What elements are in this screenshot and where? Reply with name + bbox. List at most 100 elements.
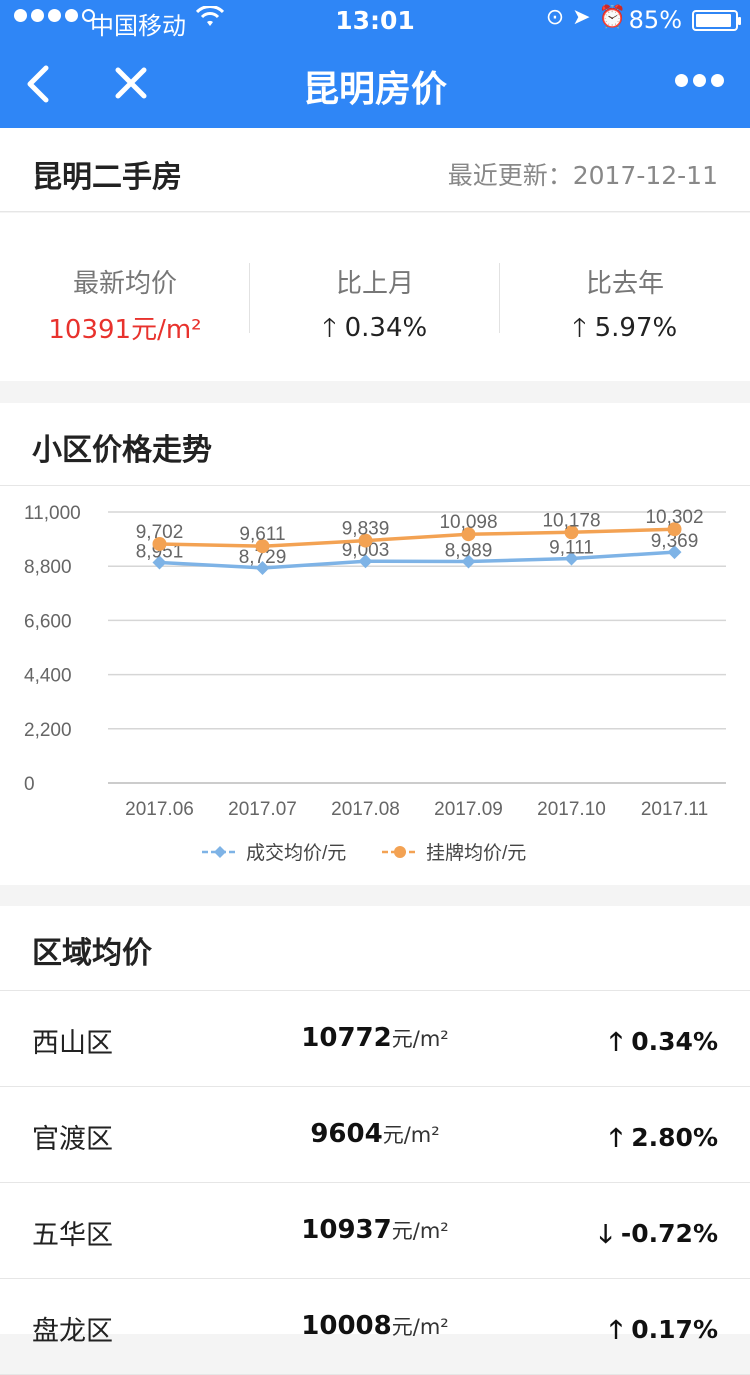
stat-label: 比上月 — [335, 269, 414, 299]
region-change: 🡑 0.34% — [609, 1027, 718, 1056]
stat-value: 🡑 0.34% — [322, 313, 428, 343]
nav-bar: 昆明房价 — [0, 40, 750, 128]
region-price: 10772元/m² — [301, 1023, 449, 1053]
section-title: 区域均价 — [32, 936, 152, 971]
data-point — [255, 560, 270, 575]
top-bar: 中国移动 13:01 ⊙➤⏰ 85% 昆明房价 — [0, 0, 750, 128]
data-point — [564, 525, 579, 540]
data-point — [152, 555, 167, 570]
data-point — [667, 545, 682, 560]
legend-label: 成交均价/元 — [246, 842, 346, 864]
arrow-down-icon: 🡓 — [599, 1219, 613, 1248]
x-tick-label: 2017.10 — [537, 799, 606, 820]
data-label: 9,111 — [549, 538, 594, 559]
region-price: 10937元/m² — [301, 1215, 449, 1245]
stat-value: 🡑 5.97% — [572, 313, 678, 343]
stat-value: 10391元/m² — [48, 315, 202, 345]
y-tick-label: 4,400 — [24, 666, 72, 687]
data-label: 9,702 — [136, 522, 184, 543]
price-trend-card: 小区价格走势 11,000 8,800 6,600 4,400 2,200 0 2017.0… — [0, 403, 750, 885]
location-icon: ➤ — [572, 5, 599, 30]
data-label: 9,369 — [651, 531, 699, 552]
region-prices-card: 区域均价 西山区 10772元/m² 🡑 0.34% 官渡区 9604元/m² 🡑 2.8… — [0, 906, 750, 1375]
x-tick-label: 2017.11 — [641, 799, 708, 820]
wifi-icon — [195, 5, 225, 34]
carrier-label: 中国移动 — [90, 12, 186, 40]
arrow-up-icon: 🡑 — [609, 1027, 623, 1056]
data-point — [358, 533, 373, 548]
legend-marker — [394, 846, 406, 858]
chevron-left-icon — [27, 65, 49, 103]
data-label: 9,003 — [342, 540, 390, 561]
close-icon — [115, 67, 147, 99]
x-tick-label: 2017.06 — [125, 799, 194, 820]
region-name: 官渡区 — [32, 1124, 113, 1155]
data-point — [152, 536, 167, 551]
battery-icon — [692, 10, 741, 31]
overview-header: 昆明二手房 最近更新：2017-12-11 — [0, 128, 750, 212]
divider — [249, 263, 250, 333]
legend-marker — [214, 846, 226, 858]
more-dots-icon — [675, 74, 688, 87]
stat-label: 比去年 — [585, 269, 664, 299]
x-tick-label: 2017.08 — [331, 799, 400, 820]
divider — [499, 263, 500, 333]
arrow-up-icon: 🡑 — [609, 1123, 623, 1152]
rotation-lock-icon: ⊙ — [545, 5, 573, 30]
status-icons: ⊙➤⏰ — [546, 5, 634, 30]
data-label: 10,302 — [645, 507, 703, 528]
region-row[interactable]: 官渡区 9604元/m² 🡑 2.80% — [0, 1087, 750, 1183]
y-tick-label: 6,600 — [24, 611, 72, 632]
data-point — [461, 554, 476, 569]
series-line — [159, 550, 675, 570]
y-tick-label: 2,200 — [24, 720, 72, 741]
region-change: 🡑 0.17% — [609, 1315, 718, 1344]
arrow-up-icon: 🡑 — [572, 313, 587, 343]
price-trend-chart: 11,000 8,800 6,600 4,400 2,200 0 2017.06 2017.0… — [24, 503, 726, 864]
back-button[interactable] — [20, 60, 60, 108]
region-name: 盘龙区 — [32, 1316, 113, 1347]
data-label: 10,178 — [542, 510, 600, 531]
section-title: 昆明二手房 — [32, 160, 182, 195]
more-menu-button[interactable] — [675, 74, 724, 87]
region-price: 10008元/m² — [301, 1311, 449, 1341]
region-row[interactable]: 盘龙区 10008元/m² 🡑 0.17% — [0, 1279, 750, 1375]
stat-month-change: 比上月 🡑 0.34% — [250, 213, 500, 381]
region-name: 五华区 — [32, 1220, 113, 1251]
status-bar: 中国移动 13:01 ⊙➤⏰ 85% — [0, 0, 750, 40]
data-point — [255, 539, 270, 554]
data-label: 8,729 — [239, 547, 287, 568]
arrow-up-icon: 🡑 — [609, 1315, 623, 1344]
divider — [0, 990, 750, 991]
y-tick-label: 8,800 — [24, 557, 72, 578]
data-point — [564, 551, 579, 566]
data-label: 9,611 — [239, 524, 285, 545]
close-button[interactable] — [110, 62, 152, 104]
region-row[interactable]: 五华区 10937元/m² 🡓 -0.72% — [0, 1183, 750, 1279]
stat-label: 最新均价 — [72, 269, 177, 299]
last-updated: 最近更新：2017-12-11 — [447, 161, 718, 190]
price-stats: 最新均价 10391元/m² 比上月 🡑 0.34% 比去年 🡑 5.97% — [0, 213, 750, 381]
data-label: 9,839 — [342, 519, 390, 540]
x-tick-label: 2017.09 — [434, 799, 503, 820]
data-label: 10,098 — [439, 512, 497, 533]
clock: 13:01 — [335, 6, 415, 35]
legend-label: 挂牌均价/元 — [426, 842, 526, 864]
series-line — [159, 527, 675, 548]
battery-percent: 85% — [628, 6, 682, 34]
arrow-up-icon: 🡑 — [322, 313, 337, 343]
region-change: 🡑 2.80% — [609, 1123, 718, 1152]
region-price: 9604元/m² — [310, 1119, 440, 1149]
y-tick-label: 11,000 — [24, 503, 81, 524]
stat-year-change: 比去年 🡑 5.97% — [500, 213, 750, 381]
divider — [0, 485, 750, 486]
signal-icon — [14, 9, 95, 22]
section-title: 小区价格走势 — [32, 433, 212, 468]
region-change: 🡓 -0.72% — [599, 1219, 718, 1248]
y-tick-label: 0 — [24, 774, 35, 795]
x-tick-label: 2017.07 — [228, 799, 297, 820]
region-row[interactable]: 西山区 10772元/m² 🡑 0.34% — [0, 991, 750, 1087]
data-point — [358, 554, 373, 569]
data-label: 8,951 — [136, 541, 184, 562]
region-name: 西山区 — [32, 1028, 113, 1059]
